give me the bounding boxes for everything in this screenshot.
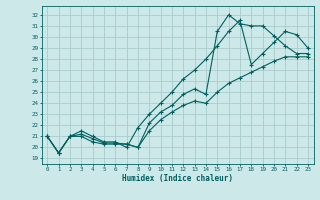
X-axis label: Humidex (Indice chaleur): Humidex (Indice chaleur)	[122, 174, 233, 183]
